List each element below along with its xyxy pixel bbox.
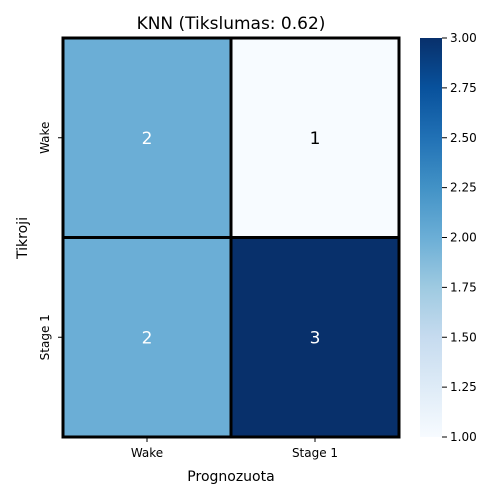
colorbar-tick-label: 1.00 xyxy=(450,430,477,444)
cell-value-label: 2 xyxy=(142,328,153,348)
x-tick-label: Stage 1 xyxy=(292,446,338,460)
colorbar-tick-label: 1.25 xyxy=(450,380,477,394)
colorbar-tick-label: 1.50 xyxy=(450,330,477,344)
y-axis-ticks: Wake Stage 1 xyxy=(38,122,63,360)
heatmap-cell xyxy=(61,236,233,439)
colorbar-tick-label: 1.75 xyxy=(450,280,477,294)
chart-title: KNN (Tikslumas: 0.62) xyxy=(137,14,326,34)
heatmap-cell xyxy=(61,36,233,239)
heatmap-cells xyxy=(61,36,401,439)
heatmap-cell xyxy=(229,236,401,439)
colorbar-tick-label: 3.00 xyxy=(450,31,477,45)
cell-value-label: 2 xyxy=(142,129,153,149)
heatmap-cell xyxy=(229,36,401,239)
y-axis-label: Tikroji xyxy=(15,217,31,260)
colorbar-tick-label: 2.25 xyxy=(450,181,477,195)
cell-value-label: 3 xyxy=(310,328,321,348)
y-tick-label: Wake xyxy=(38,122,52,154)
x-axis-ticks: Wake Stage 1 xyxy=(131,437,338,460)
cell-value-label: 1 xyxy=(310,129,321,149)
heatmap-cell-labels: 2 1 2 3 xyxy=(142,129,321,349)
colorbar xyxy=(420,38,442,437)
x-tick-label: Wake xyxy=(131,446,163,460)
colorbar-tick-label: 2.75 xyxy=(450,81,477,95)
colorbar-tick-label: 2.50 xyxy=(450,131,477,145)
x-axis-label: Prognozuota xyxy=(187,469,274,485)
colorbar-tick-label: 2.00 xyxy=(450,231,477,245)
colorbar-ticks: 1.00 1.25 1.50 1.75 2.00 2.25 2.50 2.75 3.00 xyxy=(442,31,477,444)
y-tick-label: Stage 1 xyxy=(38,314,52,360)
